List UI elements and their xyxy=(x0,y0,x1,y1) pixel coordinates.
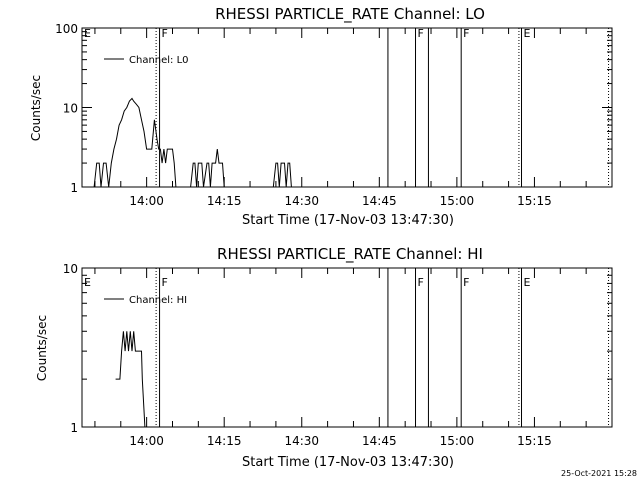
x-tick-label: 14:30 xyxy=(284,194,319,208)
event-marker-e: E xyxy=(524,27,531,40)
event-marker-f: F xyxy=(418,27,424,40)
panel-lo-plot: 14:00 14:15 14:30 14:45 15:00 15:15 1 10 100 E F F F… xyxy=(55,22,613,208)
panel-lo-title: RHESSI PARTICLE_RATE Channel: LO xyxy=(215,5,485,24)
y-tick-label: 1 xyxy=(70,421,78,435)
plot-frame xyxy=(81,27,613,188)
legend-label: Channel: L0 xyxy=(129,55,189,66)
panel-lo: RHESSI PARTICLE_RATE Channel: LO Counts/… xyxy=(29,5,613,228)
x-tick-label: 14:15 xyxy=(207,434,242,448)
y-tick-label: 10 xyxy=(63,102,78,116)
x-tick-label: 15:15 xyxy=(517,194,552,208)
event-marker-e: E xyxy=(84,276,91,289)
panel-lo-ylabel: Counts/sec xyxy=(29,75,43,141)
x-tick-label: 14:00 xyxy=(129,434,164,448)
panel-hi-xlabel: Start Time (17-Nov-03 13:47:30) xyxy=(242,455,454,470)
series-line xyxy=(115,331,146,428)
panel-hi-title: RHESSI PARTICLE_RATE Channel: HI xyxy=(217,245,483,264)
panel-hi: RHESSI PARTICLE_RATE Channel: HI Counts/… xyxy=(35,245,613,470)
y-tick-label: 10 xyxy=(63,262,78,276)
x-tick-label: 15:15 xyxy=(517,434,552,448)
event-marker-f: F xyxy=(418,276,424,289)
y-tick-label: 1 xyxy=(70,181,78,195)
panel-hi-ylabel: Counts/sec xyxy=(35,315,49,381)
event-marker-e: E xyxy=(524,276,531,289)
x-tick-label: 14:45 xyxy=(362,194,397,208)
event-marker-f: F xyxy=(463,27,469,40)
y-tick-label: 100 xyxy=(55,22,78,36)
event-marker-f: F xyxy=(463,276,469,289)
plot-frame xyxy=(81,267,613,428)
panel-hi-plot: 14:00 14:15 14:30 14:45 15:00 15:15 1 10 E F F F E Ch… xyxy=(63,262,613,448)
series-line xyxy=(93,97,292,188)
x-tick-label: 14:30 xyxy=(284,434,319,448)
event-marker-f: F xyxy=(162,276,168,289)
panel-lo-xlabel: Start Time (17-Nov-03 13:47:30) xyxy=(242,213,454,228)
x-tick-label: 15:00 xyxy=(440,194,475,208)
footer-date: 25-Oct-2021 15:28 xyxy=(561,469,637,478)
x-tick-label: 14:45 xyxy=(362,434,397,448)
event-marker-f: F xyxy=(162,27,168,40)
x-tick-label: 15:00 xyxy=(440,434,475,448)
x-tick-label: 14:15 xyxy=(207,194,242,208)
legend-label: Channel: HI xyxy=(129,295,187,306)
x-tick-label: 14:00 xyxy=(129,194,164,208)
event-marker-e: E xyxy=(84,27,91,40)
